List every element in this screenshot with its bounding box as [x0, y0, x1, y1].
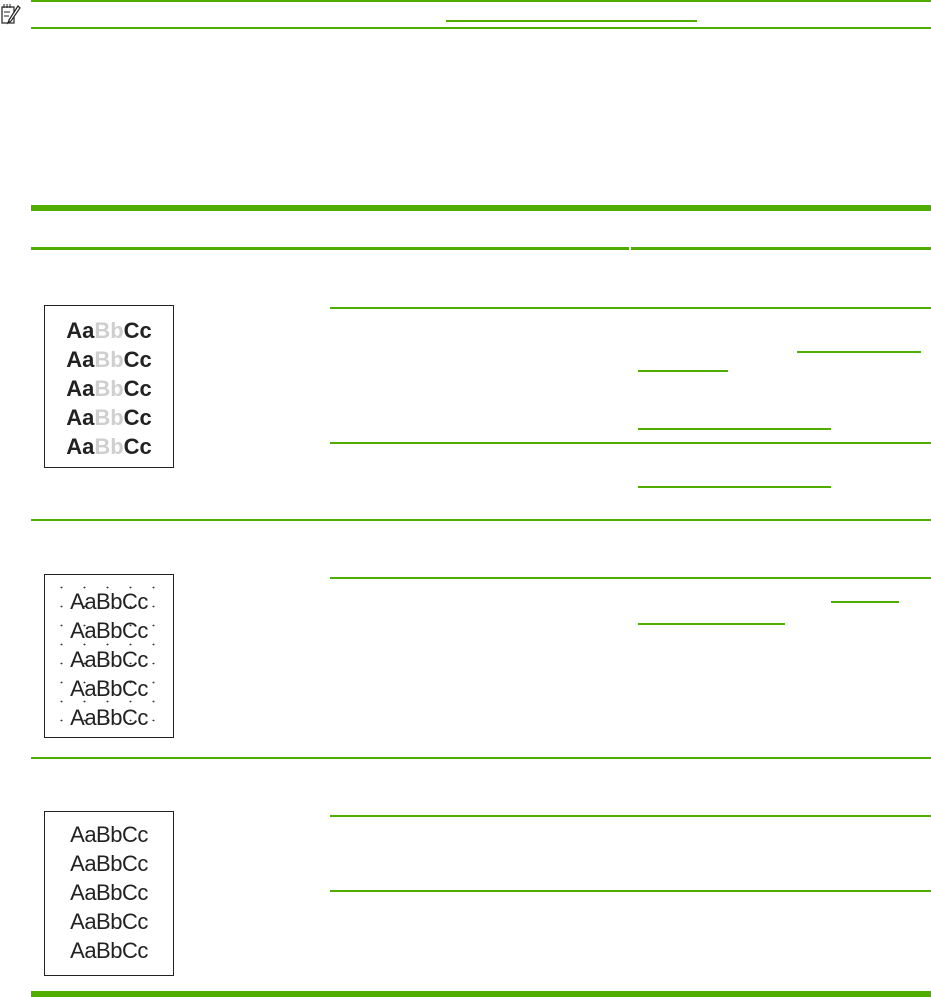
link[interactable]	[831, 601, 899, 603]
link[interactable]	[797, 351, 921, 353]
light-print-sample-image: AaBbCc AaBbCc AaBbCc AaBbCc AaBbCc	[44, 305, 174, 468]
row-divider	[330, 442, 931, 444]
link[interactable]	[638, 623, 785, 625]
sample-line: AaBbCc	[70, 822, 148, 847]
sample-line: AaBbCc	[66, 376, 152, 401]
table-header-rule	[631, 247, 931, 250]
note-pencil-icon	[1, 4, 21, 25]
link[interactable]	[638, 428, 831, 430]
sample-line: AaBbCc	[70, 851, 148, 876]
sample-line: AaBbCc	[66, 347, 152, 372]
sample-line: AaBbCc	[66, 318, 152, 343]
sample-line: AaBbCc	[70, 618, 148, 643]
table-top-rule	[31, 205, 931, 211]
sample-line: AaBbCc	[70, 705, 148, 730]
link[interactable]	[638, 370, 728, 372]
sample-line: AaBbCc	[70, 676, 148, 701]
link[interactable]	[638, 486, 831, 488]
note-top-rule	[31, 0, 931, 2]
sample-line: AaBbCc	[70, 938, 148, 963]
sample-line: AaBbCc	[70, 589, 148, 614]
sample-line: AaBbCc	[70, 909, 148, 934]
toner-specks-sample-image: AaBbCc AaBbCc AaBbCc AaBbCc AaBbCc	[44, 574, 174, 738]
row-divider	[330, 307, 931, 309]
table-bottom-rule	[31, 991, 931, 997]
note-bottom-rule	[31, 27, 931, 29]
row-divider	[330, 890, 931, 892]
row-divider	[31, 519, 931, 521]
sample-line: AaBbCc	[70, 647, 148, 672]
sample-line: AaBbCc	[70, 880, 148, 905]
sample-line: AaBbCc	[66, 434, 152, 459]
row-divider	[330, 577, 931, 579]
table-header-rule	[31, 247, 629, 250]
sample-line: AaBbCc	[66, 405, 152, 430]
row-divider	[31, 757, 931, 759]
note-link[interactable]	[446, 20, 697, 22]
dropouts-sample-image: AaBbCc AaBbCc AaBbCc AaBbCc AaBbCc	[44, 811, 174, 976]
row-divider	[330, 815, 931, 817]
